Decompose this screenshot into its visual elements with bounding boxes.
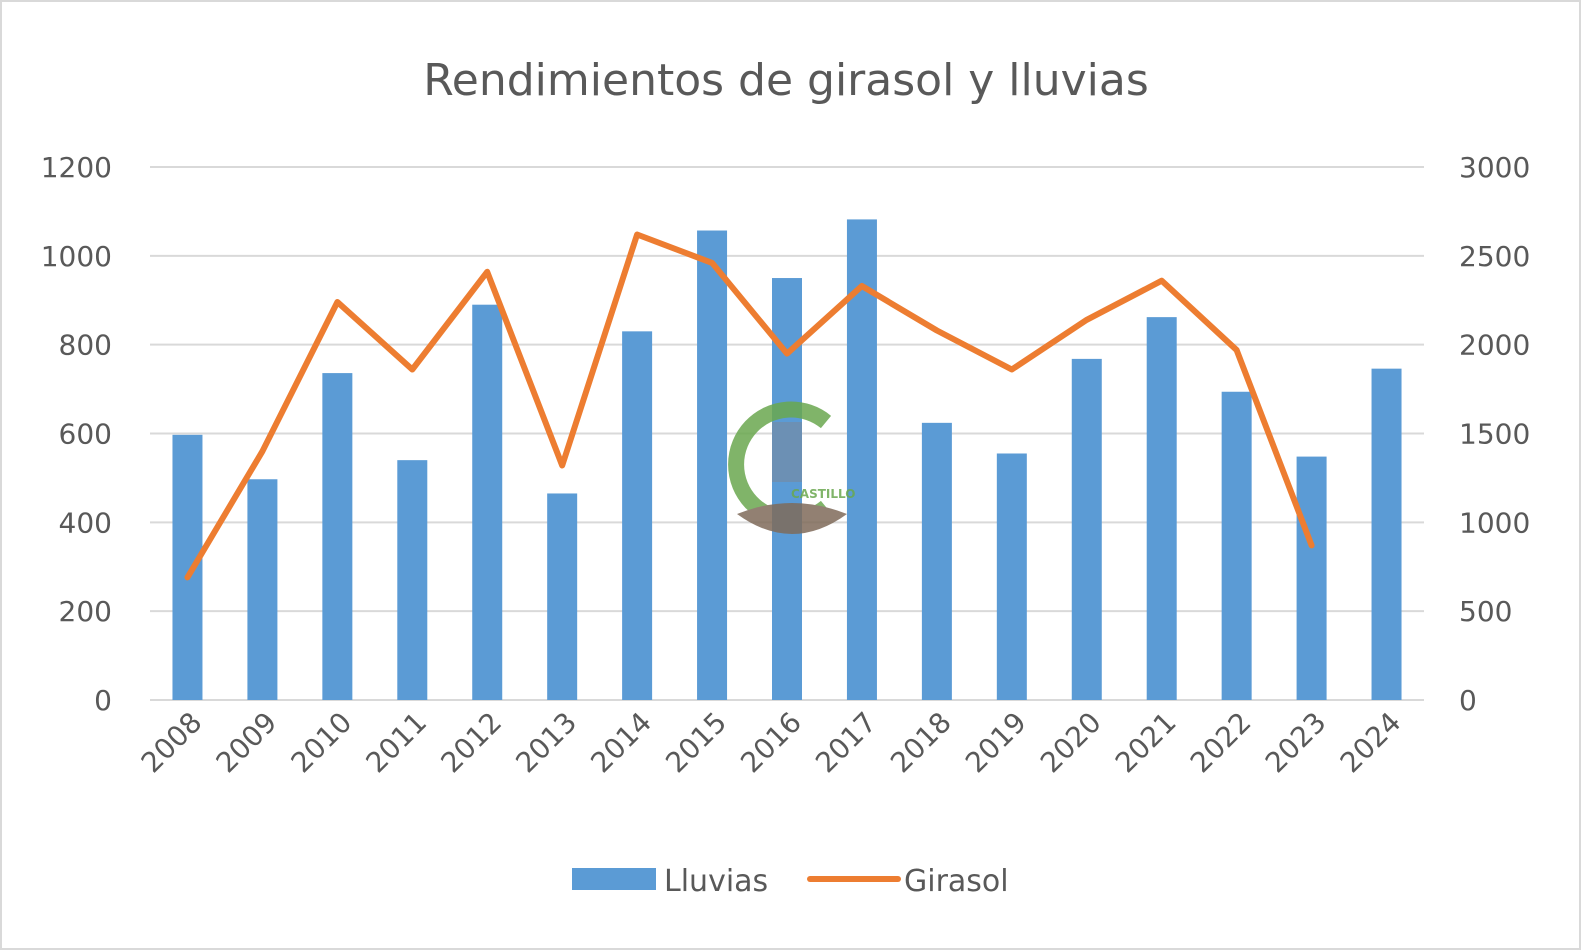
x-axis-tick-label: 2008: [135, 706, 209, 780]
legend-label-lluvias: Lluvias: [664, 864, 768, 899]
legend: Lluvias Girasol: [572, 864, 1009, 899]
left-axis-tick-label: 600: [59, 418, 112, 451]
left-axis-tick-label: 0: [94, 684, 112, 717]
line-series-girasol: [184, 231, 1315, 581]
bar-2017: [846, 219, 877, 700]
watermark-wave: [737, 503, 847, 534]
right-axis-tick-label: 1500: [1459, 418, 1530, 451]
bar-2014: [622, 331, 653, 700]
left-axis-tick-label: 1000: [41, 240, 112, 273]
watermark-text: CASTILLO: [791, 487, 855, 501]
x-axis-tick-label: 2019: [959, 706, 1033, 780]
legend-label-girasol: Girasol: [904, 864, 1009, 899]
bar-2010: [322, 373, 353, 700]
bar-2020: [1071, 358, 1102, 700]
bar-2015: [697, 230, 728, 700]
right-axis-tick-label: 2000: [1459, 329, 1530, 362]
right-axis-tick-label: 3000: [1459, 151, 1530, 184]
left-axis-tick-label: 400: [59, 506, 112, 539]
bar-2012: [472, 304, 503, 700]
bar-series-lluvias: [172, 219, 1402, 700]
x-axis-tick-label: 2010: [285, 706, 359, 780]
girasol-line: [184, 231, 1315, 581]
bar-2018: [921, 422, 952, 700]
x-axis-tick-label: 2018: [884, 706, 958, 780]
left-axis-tick-label: 800: [59, 329, 112, 362]
bar-2024: [1371, 368, 1402, 700]
x-axis-tick-label: 2012: [434, 706, 508, 780]
x-axis-tick-label: 2021: [1109, 706, 1183, 780]
x-axis-tick-label: 2011: [360, 706, 434, 780]
x-axis-tick-label: 2009: [210, 706, 284, 780]
x-axis-ticks: 2008 2009 2010 2011 2012 2013 2014 2015 2016 2017…: [135, 706, 1408, 780]
x-axis-tick-label: 2015: [659, 706, 733, 780]
x-axis-tick-label: 2016: [734, 706, 808, 780]
chart-title: Rendimientos de girasol y lluvias: [423, 55, 1149, 106]
right-axis-ticks: 0 500 1000 1500 2000 2500 3000: [1459, 151, 1530, 717]
bar-2021: [1146, 317, 1177, 700]
x-axis-tick-label: 2022: [1184, 706, 1258, 780]
right-axis-tick-label: 2500: [1459, 240, 1530, 273]
x-axis-tick-label: 2017: [809, 706, 883, 780]
x-axis-tick-label: 2013: [509, 706, 583, 780]
bar-2009: [247, 479, 278, 700]
left-axis-tick-label: 1200: [41, 151, 112, 184]
x-axis-tick-label: 2024: [1334, 706, 1408, 780]
bar-2022: [1221, 391, 1252, 700]
bar-2013: [547, 493, 578, 700]
legend-swatch-lluvias: [572, 868, 656, 890]
watermark-building: [772, 422, 802, 482]
x-axis-tick-label: 2023: [1259, 706, 1333, 780]
right-axis-tick-label: 0: [1459, 684, 1477, 717]
bar-2023: [1296, 456, 1327, 700]
bar-2011: [397, 460, 428, 700]
right-axis-tick-label: 500: [1459, 595, 1512, 628]
left-axis-tick-label: 200: [59, 595, 112, 628]
x-axis-tick-label: 2020: [1034, 706, 1108, 780]
bar-2008: [172, 434, 203, 700]
x-axis-tick-label: 2014: [584, 706, 658, 780]
left-axis-ticks: 0 200 400 600 800 1000 1200: [41, 151, 112, 717]
watermark-logo: CASTILLO: [728, 401, 855, 534]
bar-2019: [996, 453, 1027, 700]
right-axis-tick-label: 1000: [1459, 506, 1530, 539]
